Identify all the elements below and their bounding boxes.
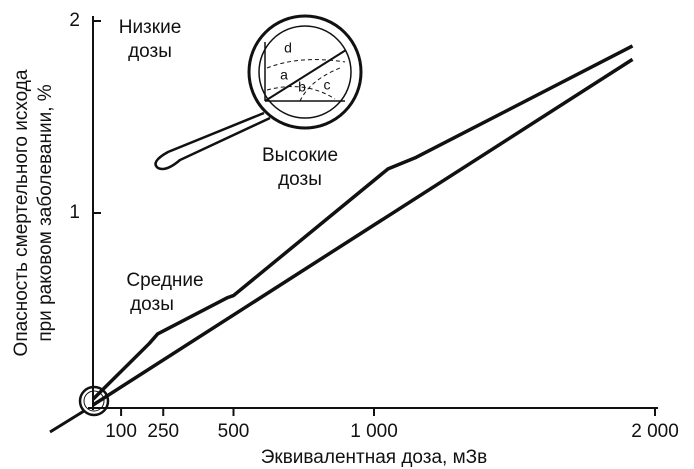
x-tick-label: 100	[105, 421, 137, 442]
x-axis-label: Эквивалентная доза, мЗв	[261, 447, 488, 468]
annotation: дозы	[128, 41, 172, 62]
inset-label: c	[324, 77, 331, 93]
annotation: Средние	[126, 270, 203, 291]
inset-label: a	[280, 67, 288, 83]
x-tick-label: 500	[218, 421, 250, 442]
y-axis-label: при раковом заболевании, %	[35, 84, 56, 341]
annotation: Низкие	[119, 17, 182, 38]
y-axis-label: Опасность смертельного исхода	[11, 69, 32, 356]
y-tick-label: 1	[69, 202, 80, 223]
annotation: Высокие	[262, 145, 338, 166]
inset-label: b	[298, 79, 306, 95]
annotation: дозы	[130, 294, 174, 315]
x-tick-label: 250	[147, 421, 179, 442]
inset-label: d	[284, 40, 292, 56]
chart: Эквивалентная доза, мЗв Опасность смерте…	[0, 0, 694, 469]
page: {"chart_data": {"type": "line", "xlabel"…	[0, 0, 694, 469]
y-tick-label: 2	[69, 10, 80, 31]
annotation: дозы	[278, 169, 322, 190]
data-line	[93, 46, 633, 399]
x-tick-label: 1 000	[350, 421, 398, 442]
data-line	[93, 59, 633, 405]
x-tick-label: 2 000	[631, 421, 679, 442]
